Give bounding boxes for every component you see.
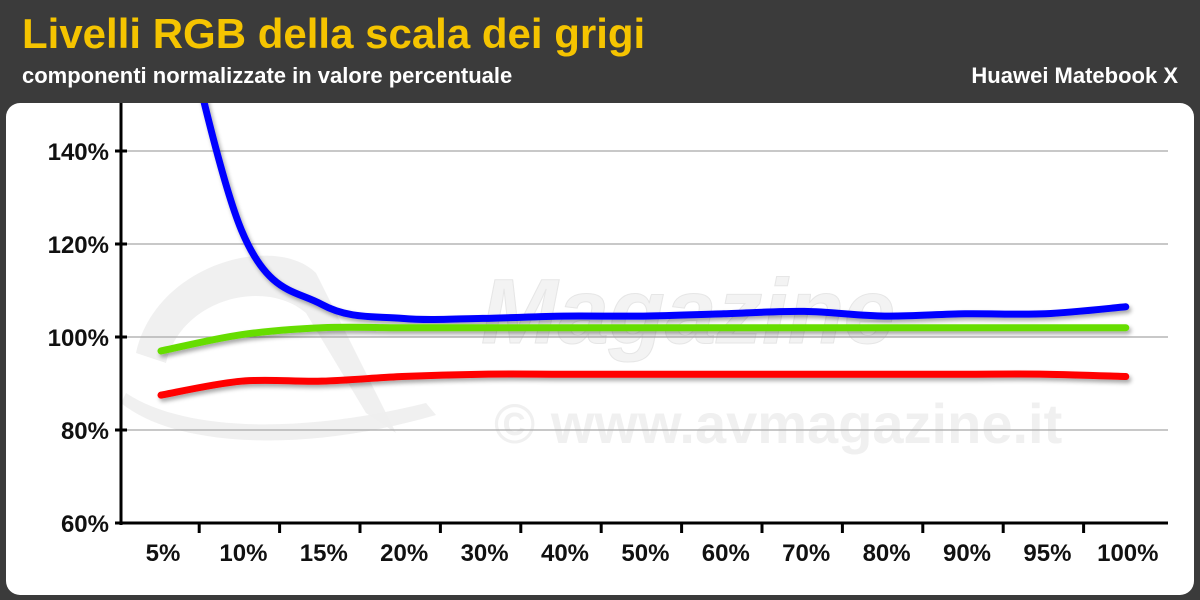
y-tick-label: 120% [48, 232, 109, 259]
plot-panel: Magazine © www.avmagazine.it 60% 80% 100% 1… [6, 103, 1194, 595]
line-chart: Magazine © www.avmagazine.it 60% 80% 100% 1… [48, 103, 1168, 567]
series-line-green [157, 323, 1130, 355]
x-tick-label: 50% [621, 540, 669, 567]
x-tick-label: 30% [461, 540, 509, 567]
y-tick-label: 60% [61, 511, 109, 538]
watermark-logo-icon [136, 255, 396, 433]
x-tick-label: 70% [782, 540, 830, 567]
chart-subtitle: componenti normalizzate in valore percen… [22, 63, 513, 88]
x-tick-label: 20% [380, 540, 428, 567]
watermark-swoosh-icon [121, 393, 436, 441]
x-tick-label: 90% [943, 540, 991, 567]
y-tick-label: 100% [48, 325, 109, 352]
watermark-url: © www.avmagazine.it [494, 392, 1062, 455]
x-tick-label: 40% [541, 540, 589, 567]
x-tick-label: 100% [1097, 540, 1158, 567]
series-line-red [157, 370, 1130, 399]
device-name: Huawei Matebook X [971, 63, 1178, 88]
x-tick-label: 80% [863, 540, 911, 567]
series-lines [157, 103, 1130, 399]
x-tick-label: 60% [702, 540, 750, 567]
x-tick-label: 5% [146, 540, 181, 567]
chart-header: Livelli RGB della scala dei grigi compon… [0, 0, 1200, 100]
series-line-blue [200, 103, 1130, 324]
chart-title: Livelli RGB della scala dei grigi [22, 10, 646, 57]
y-tick-label: 140% [48, 139, 109, 166]
x-tick-label: 15% [300, 540, 348, 567]
watermark: Magazine © www.avmagazine.it [121, 255, 1062, 455]
x-tick-label: 10% [219, 540, 267, 567]
gridlines [121, 150, 1168, 431]
axes: 60% 80% 100% 120% 140% 5% 10% 15% 20% 30% 40% 50% 60… [48, 103, 1168, 567]
x-tick-label: 95% [1023, 540, 1071, 567]
y-tick-label: 80% [61, 418, 109, 445]
